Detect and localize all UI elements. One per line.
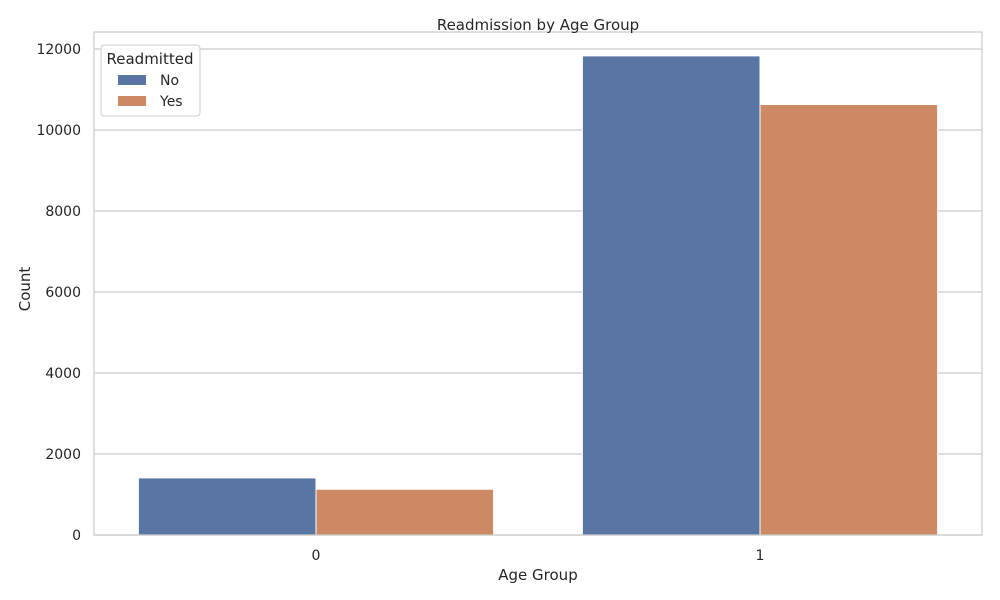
bar-no-1 [581,55,761,536]
bar-yes-1 [759,103,939,536]
x-tick-label: 1 [756,548,765,564]
bar-yes-0 [315,488,495,536]
y-tick-label: 2000 [45,447,81,463]
y-tick-labels: 0 2000 4000 6000 8000 10000 12000 [36,42,81,544]
y-tick-label: 0 [72,528,81,544]
legend-entries: No Yes [118,73,183,110]
x-tick-label: 0 [312,548,321,564]
legend-title: Readmitted [107,50,194,68]
bar-no-0 [137,477,317,536]
legend-swatch-yes [118,96,146,106]
legend: Readmitted No Yes [100,44,201,117]
plot-frame [93,31,983,536]
legend-swatch-no [118,75,146,85]
y-tick-label: 12000 [36,42,81,58]
x-axis-label: Age Group [498,566,577,584]
legend-label-no: No [160,73,179,89]
chart-title: Readmission by Age Group [437,16,639,34]
y-tick-label: 4000 [45,366,81,382]
y-tick-label: 10000 [36,123,81,139]
y-tick-label: 8000 [45,204,81,220]
y-tick-label: 6000 [45,285,81,301]
legend-label-yes: Yes [159,94,183,110]
y-axis-label: Count [16,267,34,312]
